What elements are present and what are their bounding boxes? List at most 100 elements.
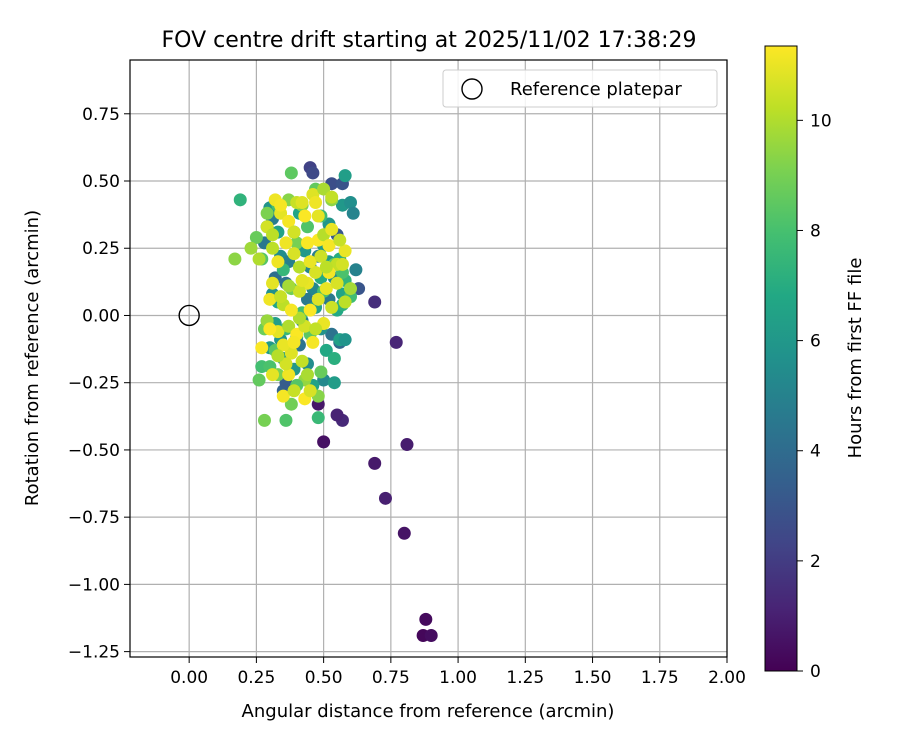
y-axis-ticks: −1.25 −1.00 −0.75 −0.50 −0.25 0.00 0.25 0.50 0.7… bbox=[68, 105, 130, 663]
x-tick-label: 0.00 bbox=[170, 668, 208, 688]
grid-lines bbox=[130, 60, 728, 657]
data-point bbox=[344, 196, 358, 210]
y-tick-label: 0.00 bbox=[82, 306, 120, 326]
data-point bbox=[276, 389, 290, 403]
data-point bbox=[333, 233, 347, 247]
data-point bbox=[303, 255, 317, 269]
colorbar-gradient bbox=[764, 45, 798, 672]
data-point bbox=[368, 295, 382, 309]
x-tick-label: 0.75 bbox=[372, 668, 410, 688]
data-point bbox=[300, 368, 314, 382]
data-point bbox=[309, 265, 323, 279]
y-tick-label: 0.50 bbox=[82, 172, 120, 192]
data-point bbox=[317, 435, 331, 449]
data-point bbox=[335, 257, 349, 271]
data-point bbox=[306, 335, 320, 349]
legend-reference-marker bbox=[461, 78, 483, 100]
data-point bbox=[295, 274, 309, 288]
legend-entry-reference-platepar: Reference platepar bbox=[510, 79, 682, 100]
colorbar-ticks: 0 2 4 6 8 10 bbox=[797, 111, 832, 682]
x-tick-label: 0.50 bbox=[305, 668, 343, 688]
y-tick-label: −1.25 bbox=[68, 643, 120, 663]
data-point bbox=[378, 491, 392, 505]
data-point bbox=[311, 209, 325, 223]
colorbar-tick-label: 0 bbox=[810, 662, 821, 682]
data-point bbox=[319, 343, 333, 357]
colorbar-tick-label: 6 bbox=[810, 332, 821, 352]
y-tick-label: 0.25 bbox=[82, 239, 120, 259]
data-point bbox=[244, 241, 258, 255]
data-point bbox=[271, 349, 285, 363]
data-point bbox=[260, 206, 274, 220]
data-point bbox=[279, 236, 293, 250]
data-point bbox=[298, 209, 312, 223]
data-point bbox=[400, 438, 414, 452]
x-tick-label: 1.50 bbox=[574, 668, 612, 688]
data-point bbox=[309, 322, 323, 336]
data-point bbox=[274, 198, 288, 212]
data-point bbox=[228, 252, 242, 266]
data-point bbox=[282, 368, 296, 382]
data-point bbox=[266, 368, 280, 382]
data-point bbox=[319, 260, 333, 274]
data-point bbox=[338, 333, 352, 347]
data-point bbox=[292, 311, 306, 325]
data-point bbox=[325, 300, 339, 314]
y-tick-label: −0.50 bbox=[68, 441, 120, 461]
x-axis-ticks: 0.00 0.25 0.50 0.75 1.00 1.25 1.50 1.75 2.00 bbox=[170, 657, 746, 688]
data-point bbox=[330, 276, 344, 290]
chart-title: FOV centre drift starting at 2025/11/02 … bbox=[162, 28, 697, 53]
colorbar-label: Hours from first FF file bbox=[845, 258, 866, 459]
data-point bbox=[233, 193, 247, 207]
data-point bbox=[314, 365, 328, 379]
data-point bbox=[252, 252, 266, 266]
data-point bbox=[287, 335, 301, 349]
data-point bbox=[276, 338, 290, 352]
data-point bbox=[327, 376, 341, 390]
data-point bbox=[303, 384, 317, 398]
data-point bbox=[266, 228, 280, 242]
data-point bbox=[330, 408, 344, 422]
y-axis-label: Rotation from reference (arcmin) bbox=[22, 210, 43, 506]
data-point bbox=[266, 276, 280, 290]
data-point bbox=[322, 239, 336, 253]
data-point bbox=[327, 352, 341, 365]
data-point bbox=[317, 182, 331, 196]
y-tick-label: −0.25 bbox=[68, 374, 120, 394]
data-point bbox=[290, 236, 304, 250]
data-point bbox=[300, 236, 314, 250]
data-point bbox=[284, 397, 298, 411]
data-point bbox=[309, 196, 323, 210]
data-point bbox=[287, 384, 301, 398]
colorbar-tick-label: 2 bbox=[810, 552, 821, 572]
data-point bbox=[424, 628, 438, 642]
data-point bbox=[338, 295, 352, 309]
data-point bbox=[292, 260, 306, 274]
data-points bbox=[228, 161, 438, 642]
data-point bbox=[314, 249, 328, 263]
colorbar-tick-label: 8 bbox=[810, 221, 821, 241]
plot-frame bbox=[129, 59, 728, 658]
data-point bbox=[282, 319, 296, 333]
data-point bbox=[419, 612, 433, 626]
y-tick-label: 0.75 bbox=[82, 105, 120, 125]
data-point bbox=[252, 373, 266, 387]
legend-box bbox=[442, 69, 718, 108]
data-point bbox=[306, 166, 320, 180]
data-point bbox=[282, 214, 296, 228]
data-point bbox=[346, 206, 360, 220]
data-point bbox=[266, 241, 280, 255]
data-point bbox=[311, 292, 325, 306]
colorbar: 0 2 4 6 8 10 Hours from first FF file bbox=[764, 45, 866, 682]
data-point bbox=[271, 255, 285, 269]
data-point bbox=[287, 225, 301, 239]
legend: Reference platepar bbox=[442, 69, 718, 108]
data-point bbox=[349, 263, 363, 277]
colorbar-tick-label: 4 bbox=[810, 442, 821, 462]
data-point bbox=[255, 341, 269, 355]
x-tick-label: 1.25 bbox=[506, 668, 544, 688]
x-axis-label: Angular distance from reference (arcmin) bbox=[242, 701, 615, 722]
data-point bbox=[295, 196, 309, 210]
y-tick-label: −1.00 bbox=[68, 575, 120, 595]
